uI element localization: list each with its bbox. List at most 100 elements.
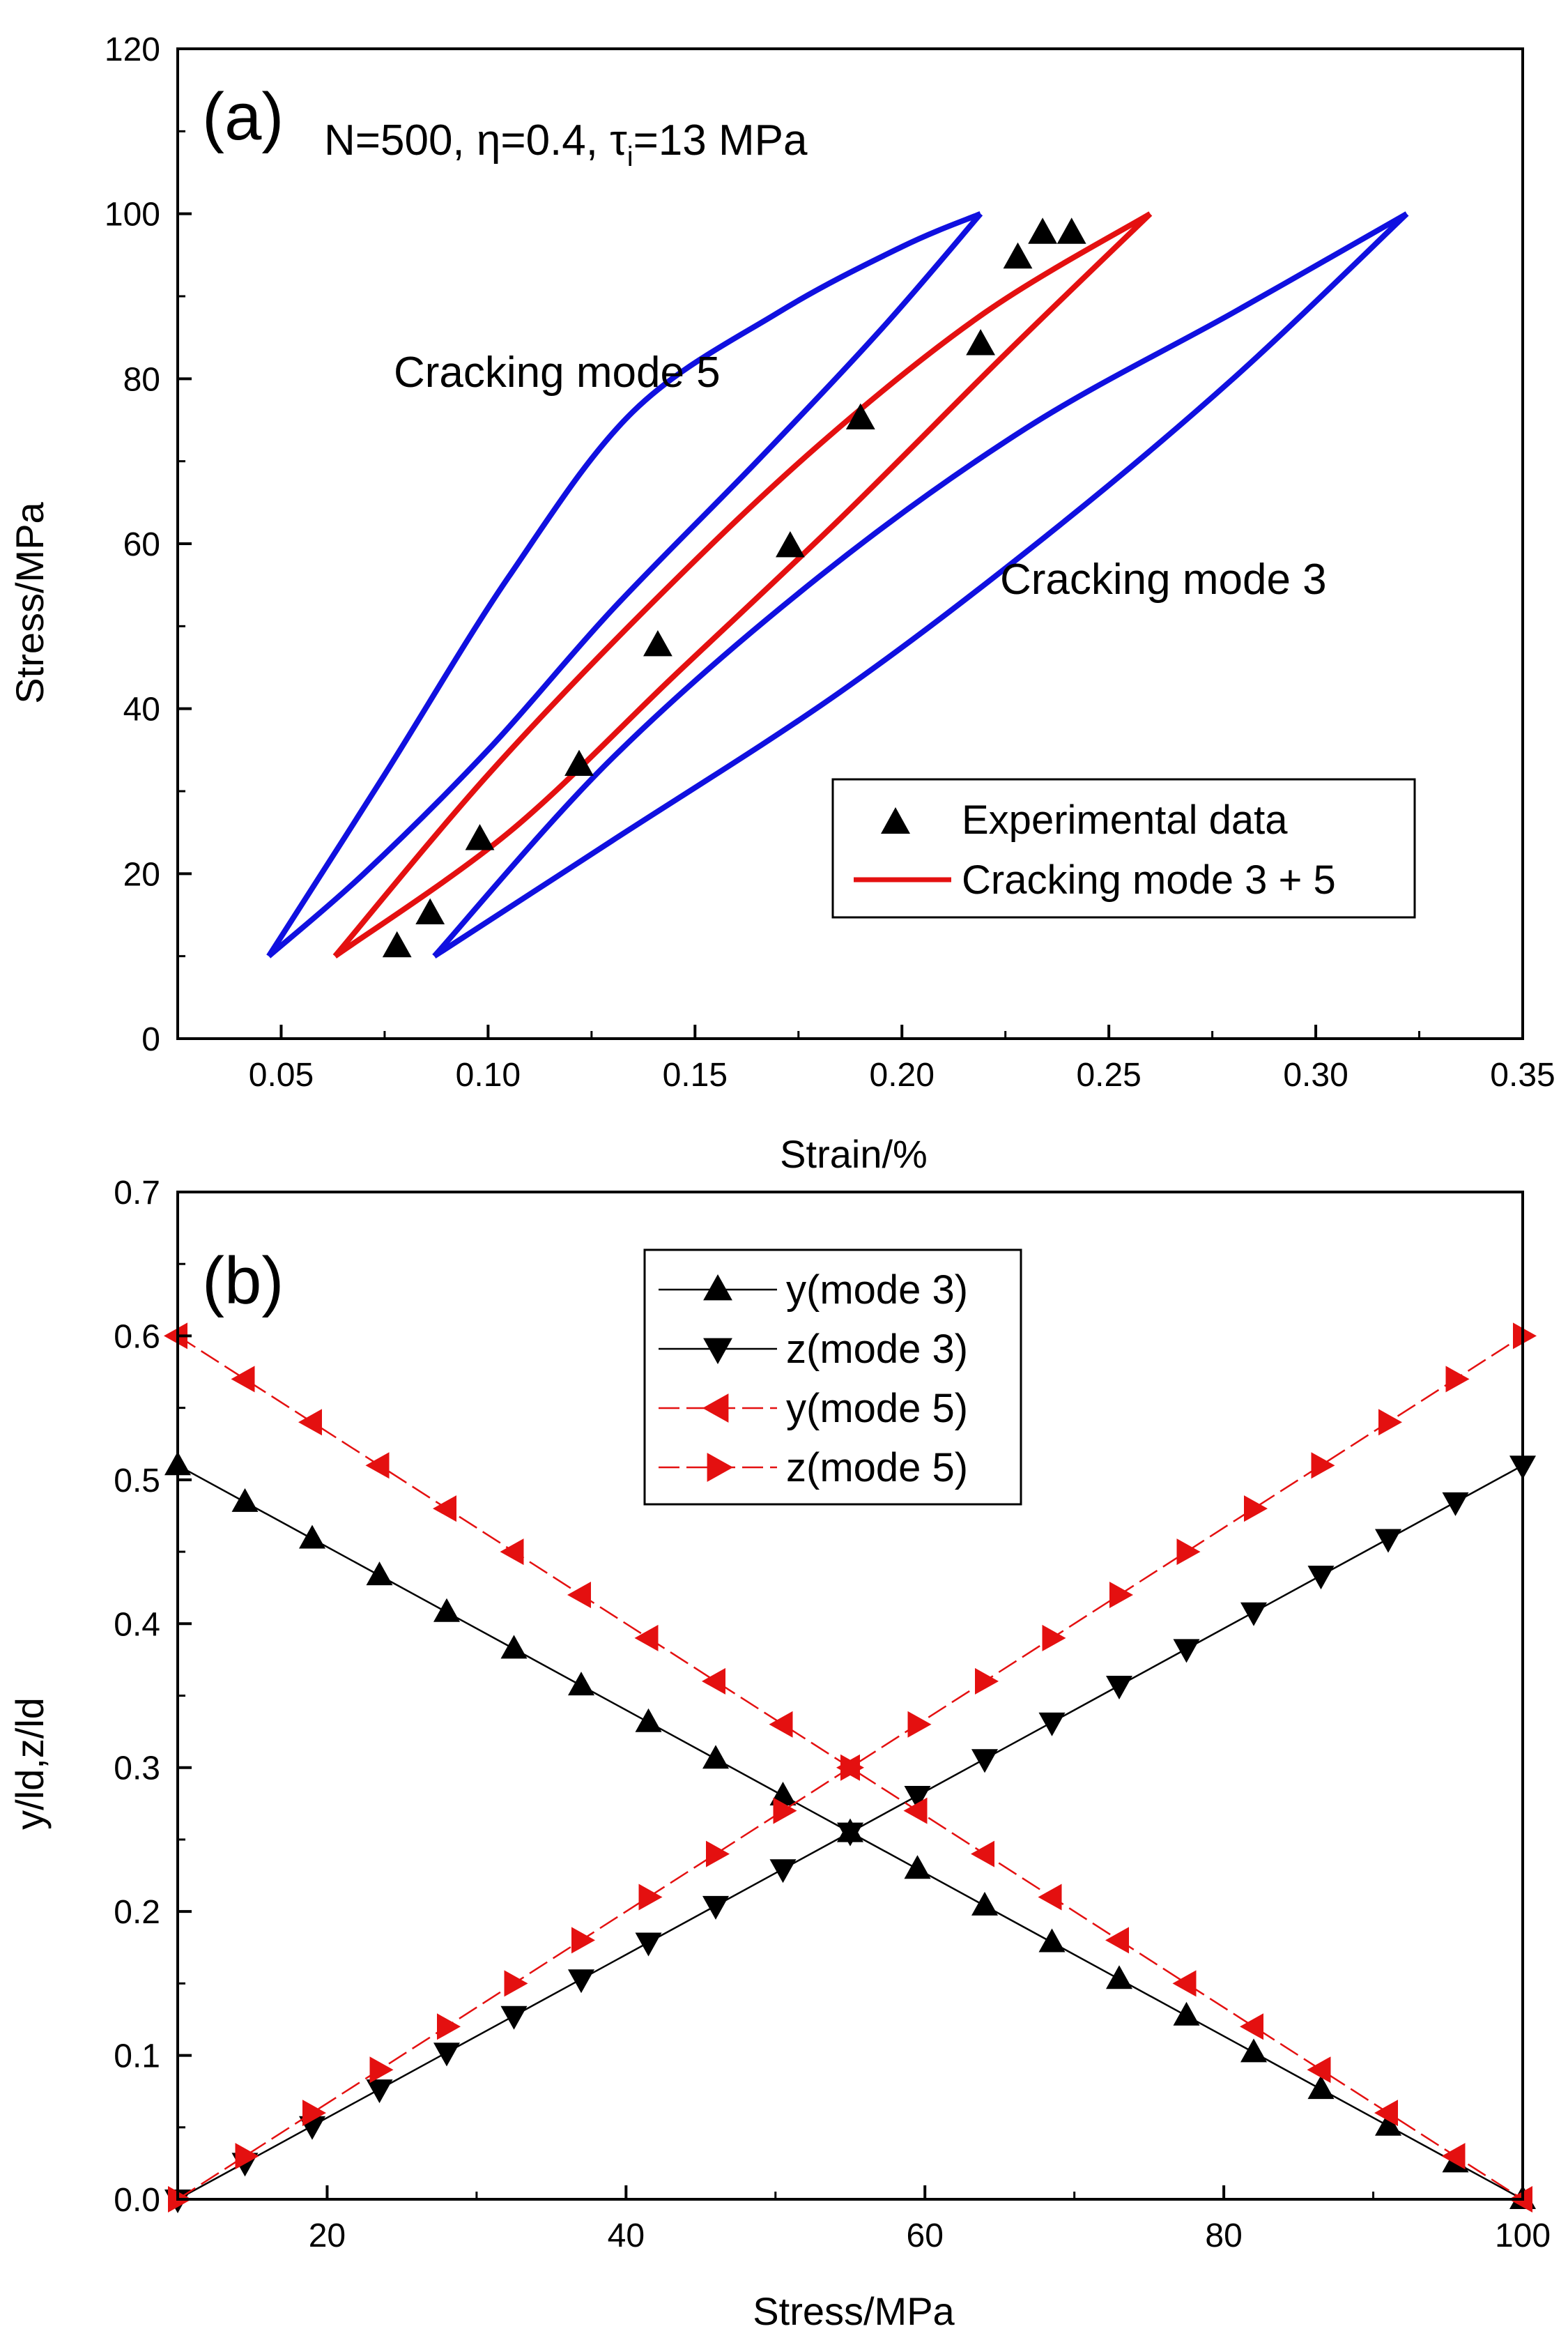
marker-z-mode-5-9 — [706, 1840, 730, 1867]
panel-b-y-tick-label-3: 0.3 — [114, 1750, 160, 1787]
marker-z-mode-5-8 — [638, 1884, 663, 1911]
panel-a-label: (a) — [202, 79, 284, 154]
marker-y-mode-5-3 — [298, 1409, 322, 1436]
marker-z-mode-3-19 — [1375, 1529, 1401, 1553]
legend-marker-y-mode-5 — [702, 1393, 729, 1423]
experimental-point-6 — [776, 531, 805, 558]
marker-y-mode-3-2 — [231, 1488, 259, 1512]
series-z-mode-5 — [168, 1322, 1537, 2213]
marker-y-mode-3-3 — [299, 1525, 325, 1549]
panel-a-x-tick-label-0: 0.05 — [249, 1057, 314, 1094]
marker-z-mode-3-7 — [568, 1969, 594, 1994]
panel-b-x-ticks: 20 40 60 80 100 — [309, 2185, 1551, 2254]
marker-y-mode-3-12 — [904, 1855, 931, 1879]
panel-a-y-tick-label-5: 100 — [105, 197, 160, 234]
marker-y-mode-5-15 — [1105, 1927, 1129, 1954]
marker-z-mode-5-11 — [840, 1754, 864, 1781]
panel-b-y-tick-label-4: 0.4 — [114, 1606, 160, 1643]
marker-y-mode-3-17 — [1240, 2038, 1267, 2063]
marker-z-mode-3-20 — [1442, 1492, 1469, 1516]
marker-y-mode-5-9 — [702, 1667, 725, 1695]
marker-y-mode-5-1 — [164, 1322, 187, 1350]
panel-b-x-tick-label-1: 40 — [608, 2217, 645, 2254]
panel-b-y-tick-label-5: 0.5 — [114, 1462, 160, 1499]
marker-y-mode-3-4 — [366, 1561, 393, 1586]
annotation-cracking-mode-3: Cracking mode 3 — [1000, 556, 1327, 604]
marker-z-mode-3-12 — [904, 1786, 931, 1810]
panel-a-x-axis-title: Strain/% — [780, 1132, 928, 1176]
panel-a-legend: Experimental data Cracking mode 3 + 5 — [831, 778, 1416, 919]
marker-z-mode-3-10 — [769, 1859, 797, 1884]
panel-b-x-tick-label-4: 100 — [1495, 2217, 1551, 2254]
legend-label-experimental-data: Experimental data — [962, 797, 1288, 843]
panel-a-y-tick-label-3: 60 — [123, 526, 160, 563]
marker-z-mode-5-10 — [773, 1797, 797, 1824]
marker-y-mode-5-13 — [971, 1840, 994, 1867]
marker-y-mode-5-7 — [567, 1582, 591, 1608]
marker-z-mode-3-18 — [1307, 1566, 1335, 1590]
marker-y-mode-5-14 — [1038, 1884, 1062, 1911]
marker-z-mode-5-16 — [1176, 1538, 1201, 1566]
marker-z-mode-5-3 — [302, 2100, 326, 2127]
experimental-point-10 — [1028, 217, 1057, 244]
marker-z-mode-5-13 — [975, 1667, 999, 1695]
panel-a-x-ticks: 0.05 0.10 0.15 0.20 0.25 0.30 0.35 — [249, 1025, 1555, 1094]
marker-y-mode-3-5 — [433, 1598, 460, 1622]
marker-z-mode-3-9 — [702, 1895, 729, 1920]
marker-z-mode-5-12 — [907, 1711, 932, 1738]
panel-b-y-tick-label-7: 0.7 — [114, 1175, 160, 1212]
panel-a-x-tick-label-3: 0.20 — [870, 1057, 935, 1094]
panel-a-x-tick-label-5: 0.30 — [1283, 1057, 1348, 1094]
panel-a-x-tick-label-1: 0.10 — [456, 1057, 521, 1094]
marker-y-mode-5-19 — [1374, 2100, 1398, 2127]
legend-label-cracking-mode-3-5: Cracking mode 3 + 5 — [962, 857, 1336, 903]
marker-z-mode-5-14 — [1042, 1624, 1066, 1651]
marker-y-mode-5-8 — [634, 1624, 659, 1651]
panel-a-x-tick-label-2: 0.15 — [663, 1057, 728, 1094]
panel-a-y-tick-label-6: 120 — [105, 31, 160, 68]
legend-marker-experimental-data — [881, 807, 910, 834]
marker-z-mode-3-16 — [1173, 1639, 1200, 1663]
panel-a-legend-box — [831, 778, 1416, 919]
marker-y-mode-5-10 — [769, 1711, 793, 1738]
panel-b-x-tick-label-3: 80 — [1205, 2217, 1242, 2254]
marker-y-mode-5-6 — [500, 1538, 524, 1566]
marker-y-mode-5-16 — [1172, 1970, 1197, 1997]
marker-y-mode-3-18 — [1307, 2075, 1335, 2100]
marker-y-mode-5-20 — [1441, 2143, 1466, 2170]
panel-b-label: (b) — [202, 1244, 284, 1318]
experimental-point-5 — [643, 630, 672, 657]
panel-b-y-tick-label-6: 0.6 — [114, 1318, 160, 1355]
marker-z-mode-3-5 — [433, 2042, 460, 2067]
experimental-point-8 — [966, 329, 995, 356]
panel-a-y-tick-label-2: 40 — [123, 692, 160, 728]
legend-marker-y-mode-3 — [703, 1274, 732, 1301]
marker-z-mode-5-20 — [1445, 1366, 1470, 1393]
legend-marker-z-mode-5 — [707, 1453, 733, 1482]
panel-b-y-tick-label-2: 0.2 — [114, 1894, 160, 1931]
legend-label-z-mode-5: z(mode 5) — [786, 1445, 968, 1490]
annotation-cracking-mode-5: Cracking mode 5 — [394, 349, 721, 397]
panel-a-y-tick-label-0: 0 — [141, 1021, 160, 1058]
marker-y-mode-3-7 — [568, 1672, 594, 1696]
experimental-point-4 — [564, 749, 594, 776]
marker-y-mode-5-18 — [1307, 2056, 1331, 2084]
marker-y-mode-3-9 — [702, 1745, 729, 1769]
legend-label-z-mode-3: z(mode 3) — [786, 1327, 968, 1372]
marker-y-mode-5-4 — [365, 1452, 390, 1479]
panel-b-y-axis-title: y/ld,z/ld — [8, 1697, 52, 1830]
marker-y-mode-5-12 — [903, 1797, 928, 1824]
marker-z-mode-3-15 — [1106, 1676, 1132, 1699]
marker-z-mode-5-5 — [437, 2013, 461, 2040]
marker-z-mode-5-15 — [1109, 1582, 1133, 1608]
marker-y-mode-3-16 — [1173, 2001, 1200, 2026]
marker-z-mode-5-4 — [369, 2056, 394, 2084]
panel-a-stress-strain: 0.05 0.10 0.15 0.20 0.25 0.30 0.35 0 20 40 60 80 10… — [8, 31, 1555, 1176]
marker-z-mode-5-17 — [1244, 1495, 1268, 1522]
panel-b-y-tick-label-0: 0.0 — [114, 2182, 160, 2219]
marker-y-mode-3-14 — [1038, 1928, 1066, 1953]
legend-label-y-mode-5: y(mode 5) — [786, 1386, 968, 1431]
marker-z-mode-5-7 — [571, 1927, 595, 1954]
marker-z-mode-3-4 — [366, 2079, 393, 2104]
